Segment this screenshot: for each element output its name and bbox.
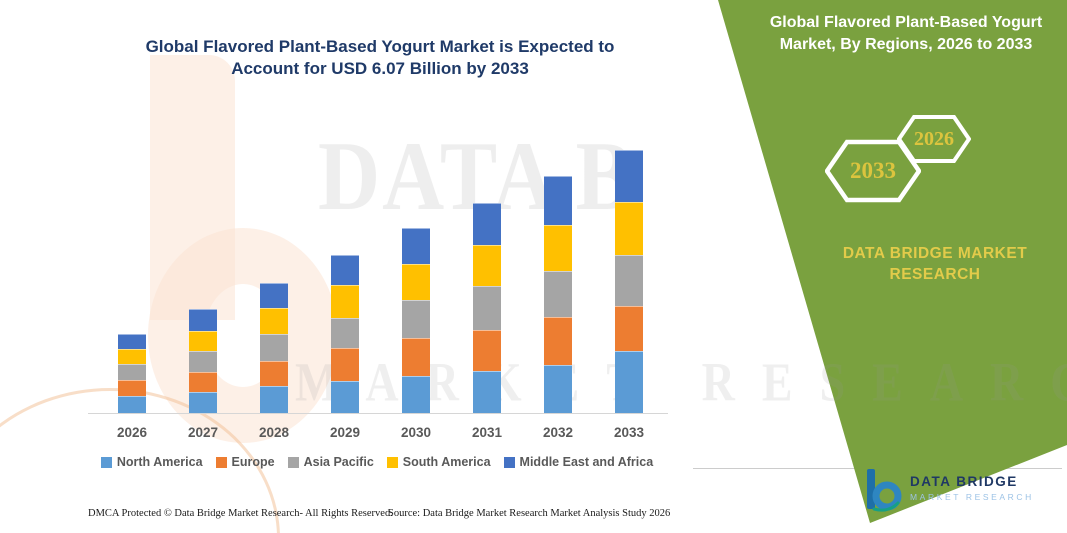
- x-axis-label-2033: 2033: [613, 425, 645, 440]
- legend-swatch-icon: [215, 456, 227, 468]
- panel-title-line2: Market, By Regions, 2026 to 2033: [779, 36, 1033, 53]
- hexagon-2033-label: 2033: [850, 158, 896, 183]
- legend-label: Middle East and Africa: [519, 455, 654, 469]
- bar-segment-north-america: [402, 376, 430, 413]
- stacked-bar-2027: [189, 309, 217, 413]
- chart-title-line1: Global Flavored Plant-Based Yogurt Marke…: [145, 37, 615, 56]
- x-axis-label-2028: 2028: [258, 425, 290, 440]
- bar-segment-asia-pacific: [189, 350, 217, 373]
- bar-segment-south-america: [615, 201, 643, 255]
- bar-segment-south-america: [402, 264, 430, 301]
- x-axis-label-2027: 2027: [187, 425, 219, 440]
- data-bridge-logo-icon: [867, 469, 902, 512]
- bar-segment-middle-east-and-africa: [331, 254, 359, 285]
- panel-brand-line1: DATA BRIDGE MARKET: [842, 245, 1028, 262]
- logo-subname: MARKET RESEARCH: [910, 492, 1034, 502]
- chart-legend: North America Europe Asia Pacific South Ame…: [77, 455, 677, 469]
- hexagon-2026-label: 2026: [914, 127, 954, 150]
- x-axis-label-2030: 2030: [400, 425, 432, 440]
- panel-title-line1: Global Flavored Plant-Based Yogurt: [769, 14, 1043, 31]
- bar-segment-asia-pacific: [260, 333, 288, 361]
- company-logo-text: DATA BRIDGE MARKET RESEARCH: [910, 467, 1034, 502]
- legend-label: South America: [402, 455, 491, 469]
- hexagon-outline-icon: [897, 115, 971, 163]
- bar-segment-europe: [544, 316, 572, 365]
- bar-segment-middle-east-and-africa: [402, 227, 430, 265]
- bar-segment-middle-east-and-africa: [260, 282, 288, 308]
- hexagon-2026: 2026: [897, 114, 971, 164]
- stacked-bar-2032: [544, 176, 572, 413]
- panel-brand-line2: RESEARCH: [889, 266, 981, 283]
- bar-segment-europe: [260, 361, 288, 387]
- stacked-bar-2028: [260, 282, 288, 413]
- bar-segment-middle-east-and-africa: [189, 309, 217, 331]
- bar-segment-middle-east-and-africa: [118, 333, 146, 350]
- bar-segment-asia-pacific: [544, 271, 572, 317]
- x-axis-label-2032: 2032: [542, 425, 574, 440]
- bar-segment-north-america: [118, 395, 146, 413]
- legend-item-asia-pacific: Asia Pacific: [287, 455, 374, 469]
- legend-item-middle-east-and-africa: Middle East and Africa: [503, 455, 654, 469]
- bar-segment-asia-pacific: [118, 364, 146, 380]
- bar-segment-europe: [615, 305, 643, 351]
- logo-name: DATA BRIDGE: [910, 474, 1018, 489]
- hexagon-outline-icon: [825, 139, 921, 203]
- source-notice: Source: Data Bridge Market Research Mark…: [388, 508, 671, 519]
- x-axis-label-2031: 2031: [471, 425, 503, 440]
- legend-label: Asia Pacific: [303, 455, 374, 469]
- x-axis-line: [88, 413, 668, 414]
- legend-swatch-icon: [100, 456, 112, 468]
- bar-segment-europe: [331, 347, 359, 381]
- hexagon-2033: 2033: [825, 139, 921, 203]
- legend-swatch-icon: [386, 456, 398, 468]
- legend-item-north-america: North America: [100, 455, 203, 469]
- bar-segment-middle-east-and-africa: [473, 203, 501, 245]
- bar-segment-middle-east-and-africa: [544, 176, 572, 225]
- bar-segment-asia-pacific: [402, 300, 430, 339]
- legend-item-south-america: South America: [386, 455, 491, 469]
- stacked-bar-2026: [118, 333, 146, 413]
- stacked-bar-2031: [473, 203, 501, 413]
- bar-segment-europe: [189, 372, 217, 393]
- panel-brand-text: DATA BRIDGE MARKET RESEARCH: [810, 243, 1060, 285]
- legend-swatch-icon: [287, 456, 299, 468]
- bar-segment-europe: [118, 379, 146, 396]
- bar-segment-asia-pacific: [615, 254, 643, 306]
- bar-segment-asia-pacific: [331, 318, 359, 348]
- bar-segment-asia-pacific: [473, 286, 501, 330]
- bar-segment-south-america: [260, 307, 288, 334]
- stacked-bar-2030: [402, 227, 430, 413]
- bar-segment-europe: [402, 338, 430, 377]
- bar-segment-south-america: [189, 330, 217, 351]
- company-logo: DATA BRIDGE MARKET RESEARCH: [864, 467, 1064, 515]
- legend-swatch-icon: [503, 456, 515, 468]
- bar-segment-middle-east-and-africa: [615, 150, 643, 202]
- bar-segment-north-america: [473, 371, 501, 413]
- chart-title: Global Flavored Plant-Based Yogurt Marke…: [110, 36, 650, 80]
- bar-segment-north-america: [189, 392, 217, 413]
- legend-label: Europe: [231, 455, 275, 469]
- bar-segment-north-america: [260, 386, 288, 413]
- stacked-bar-2033: [615, 150, 643, 413]
- x-axis-label-2026: 2026: [116, 425, 148, 440]
- chart-title-line2: Account for USD 6.07 Billion by 2033: [231, 59, 529, 78]
- bar-segment-south-america: [473, 244, 501, 287]
- bar-segment-north-america: [331, 380, 359, 413]
- panel-title: Global Flavored Plant-Based Yogurt Marke…: [752, 12, 1060, 56]
- dmca-notice: DMCA Protected © Data Bridge Market Rese…: [88, 508, 393, 519]
- stacked-bar-2029: [331, 254, 359, 413]
- legend-label: North America: [116, 455, 203, 469]
- legend-item-europe: Europe: [215, 455, 275, 469]
- bar-segment-south-america: [331, 284, 359, 319]
- bar-segment-south-america: [118, 349, 146, 365]
- bar-segment-south-america: [544, 224, 572, 272]
- bar-segment-europe: [473, 329, 501, 372]
- bar-segment-north-america: [544, 364, 572, 413]
- bar-segment-north-america: [615, 350, 643, 413]
- x-axis-label-2029: 2029: [329, 425, 361, 440]
